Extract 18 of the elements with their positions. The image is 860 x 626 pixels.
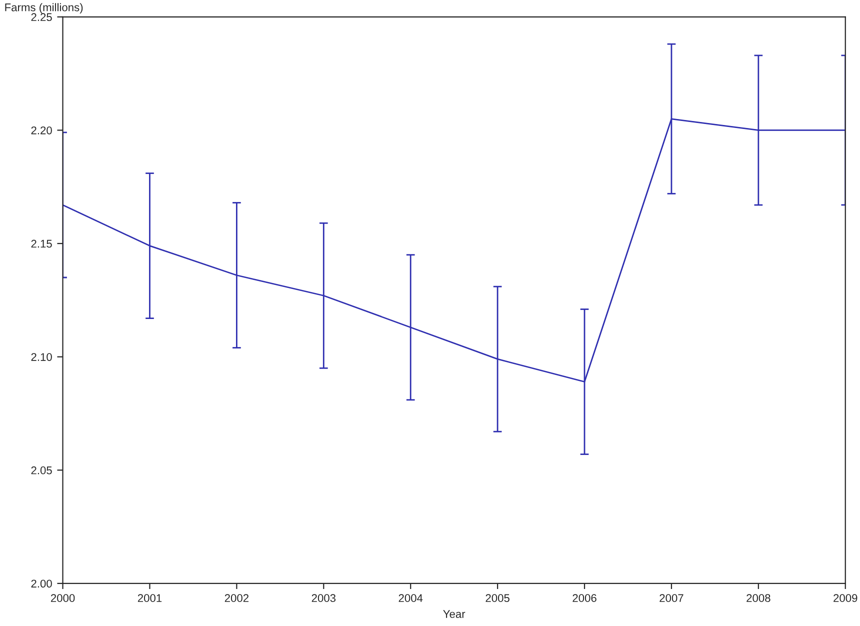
- y-tick-label: 2.00: [31, 580, 52, 588]
- y-tick-label: 2.05: [31, 466, 52, 474]
- y-tick-label: 2.25: [31, 13, 52, 22]
- x-tick-label: 2000: [50, 594, 75, 602]
- x-tick-label: 2002: [224, 594, 248, 602]
- x-tick-label: 2001: [138, 594, 162, 602]
- y-tick-label: 2.15: [31, 240, 52, 248]
- x-tick-label: 2006: [572, 594, 596, 602]
- y-tick-label: 2.20: [31, 126, 52, 134]
- x-tick-label: 2007: [660, 594, 684, 602]
- x-tick-label: 2005: [486, 594, 510, 602]
- x-axis-title: Year: [443, 610, 466, 618]
- x-tick-label: 2008: [746, 594, 770, 602]
- x-tick-label: 2003: [312, 594, 336, 602]
- x-tick-label: 2009: [834, 594, 858, 602]
- y-axis-title: Farms (millions): [5, 3, 83, 14]
- x-tick-label: 2004: [398, 594, 423, 602]
- y-tick-label: 2.10: [31, 353, 52, 361]
